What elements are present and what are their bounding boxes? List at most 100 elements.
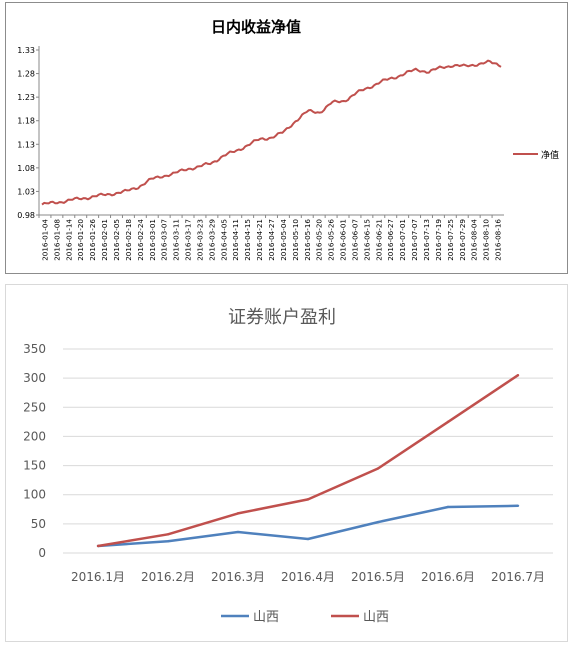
x-tick-label: 2016.4月	[281, 570, 335, 584]
x-tick-label: 2016.7月	[491, 570, 545, 584]
data-point	[376, 467, 380, 470]
data-point	[138, 186, 139, 187]
x-tick-label: 2016-07-19	[434, 219, 443, 261]
y-tick-label: 1.03	[17, 187, 35, 196]
data-point	[446, 420, 450, 424]
x-tick-label: 2016-07-29	[458, 219, 467, 261]
legend-label: 山西	[363, 610, 389, 625]
x-tick-label: 2016-02-18	[124, 219, 133, 261]
data-point	[211, 163, 212, 164]
legend-label: 山西	[253, 610, 279, 625]
x-tick-label: 2016.2月	[141, 570, 195, 584]
x-tick-label: 2016-03-07	[160, 219, 169, 261]
x-tick-label: 2016-02-24	[136, 219, 145, 261]
x-tick-label: 2016-04-05	[219, 219, 228, 261]
x-tick-label: 2016-08-10	[482, 219, 491, 261]
data-point	[307, 111, 308, 112]
data-point	[235, 151, 236, 152]
data-point	[102, 195, 103, 196]
y-tick-label: 250	[23, 400, 46, 414]
x-tick-label: 2016-05-10	[291, 219, 300, 261]
chart-title: 证券账户盈利	[228, 307, 336, 328]
data-point	[247, 145, 248, 146]
x-tick-label: 2016.5月	[351, 570, 405, 584]
x-tick-label: 2016-01-26	[88, 219, 97, 261]
x-tick-label: 2016-05-26	[327, 219, 336, 261]
data-point	[343, 100, 344, 101]
y-tick-label: 50	[31, 517, 46, 531]
account-profit-chart-panel: 证券账户盈利 0 50 100 150 200 250 300 350 2016.1月 2016.2…	[5, 284, 568, 642]
x-tick-label: 2016-03-11	[172, 219, 181, 261]
y-tick-label: 1.28	[17, 70, 35, 79]
x-tick-label: 2016-03-29	[207, 219, 216, 261]
x-tick-label: 2016-08-16	[494, 219, 503, 261]
data-point	[114, 193, 115, 194]
data-point	[174, 173, 175, 174]
y-tick-label: 350	[23, 342, 46, 356]
y-tick-label: 1.18	[17, 117, 35, 126]
data-point	[166, 533, 170, 536]
y-tick-label: 1.23	[17, 93, 35, 102]
x-tick-label: 2016-04-11	[231, 219, 240, 261]
x-tick-label: 2016-06-01	[339, 219, 348, 261]
data-point	[446, 505, 450, 509]
x-tick-label: 2016-06-15	[362, 219, 371, 261]
data-point	[416, 69, 417, 70]
data-point	[53, 202, 54, 203]
y-tick-label: 100	[23, 488, 46, 502]
y-tick-label: 300	[23, 371, 46, 385]
data-point	[259, 139, 260, 140]
data-point	[331, 102, 332, 103]
data-point	[404, 73, 405, 74]
data-point	[162, 175, 163, 176]
x-tick-label: 2016-06-21	[374, 219, 383, 261]
data-point	[198, 166, 199, 167]
data-point	[236, 530, 240, 534]
y-tick-label: 0	[38, 546, 46, 560]
x-tick-label: 2016-05-20	[315, 219, 324, 261]
data-point	[355, 93, 356, 94]
x-tick-label: 2016-06-07	[350, 219, 359, 261]
data-point	[380, 81, 381, 82]
y-tick-label: 0.98	[17, 211, 35, 220]
x-tick-label: 2016-04-27	[267, 219, 276, 261]
y-tick-label: 1.13	[17, 140, 35, 149]
data-point	[516, 374, 520, 377]
data-point	[41, 204, 42, 205]
account-profit-chart: 证券账户盈利 0 50 100 150 200 250 300 350 2016.1月 2016.2…	[23, 307, 553, 625]
data-point	[392, 78, 393, 79]
data-point	[452, 64, 453, 65]
data-point	[306, 537, 310, 541]
x-tick-label: 2016-04-21	[255, 219, 264, 261]
data-point	[295, 120, 296, 121]
data-point	[186, 168, 187, 169]
legend-label: 净值	[541, 149, 559, 161]
data-point	[236, 512, 240, 515]
x-tick-label: 2016-07-07	[410, 219, 419, 261]
y-tick-label: 1.33	[17, 46, 35, 55]
x-tick-label: 2016-02-01	[100, 219, 109, 261]
x-tick-label: 2016-02-05	[112, 219, 121, 261]
net-value-chart-panel: 日内收益净值 0.98 1.03 1.08 1.13 1.18 1.23 1.28 1.33 20…	[5, 2, 568, 274]
x-tick-label: 2016-07-25	[446, 219, 455, 261]
data-point	[319, 112, 320, 113]
data-point	[126, 191, 127, 192]
data-point	[476, 64, 477, 65]
y-tick-label: 1.08	[17, 164, 35, 173]
data-point	[150, 179, 151, 180]
x-tick-label: 2016-05-16	[303, 219, 312, 261]
data-point	[78, 198, 79, 199]
y-tick-label: 150	[23, 459, 46, 473]
x-tick-label: 2016-06-27	[386, 219, 395, 261]
data-point	[166, 540, 170, 543]
data-point	[368, 87, 369, 88]
series-line-net-value	[41, 59, 502, 206]
x-tick-label: 2016-03-17	[184, 219, 193, 261]
net-value-chart: 日内收益净值 0.98 1.03 1.08 1.13 1.18 1.23 1.28 1.33 20…	[17, 18, 559, 261]
data-point	[90, 196, 91, 197]
x-tick-label: 2016-04-15	[243, 219, 252, 261]
chart-title: 日内收益净值	[211, 18, 301, 36]
x-tick-label: 2016.6月	[421, 570, 475, 584]
data-point	[500, 64, 501, 65]
x-tick-label: 2016-05-04	[279, 219, 288, 261]
